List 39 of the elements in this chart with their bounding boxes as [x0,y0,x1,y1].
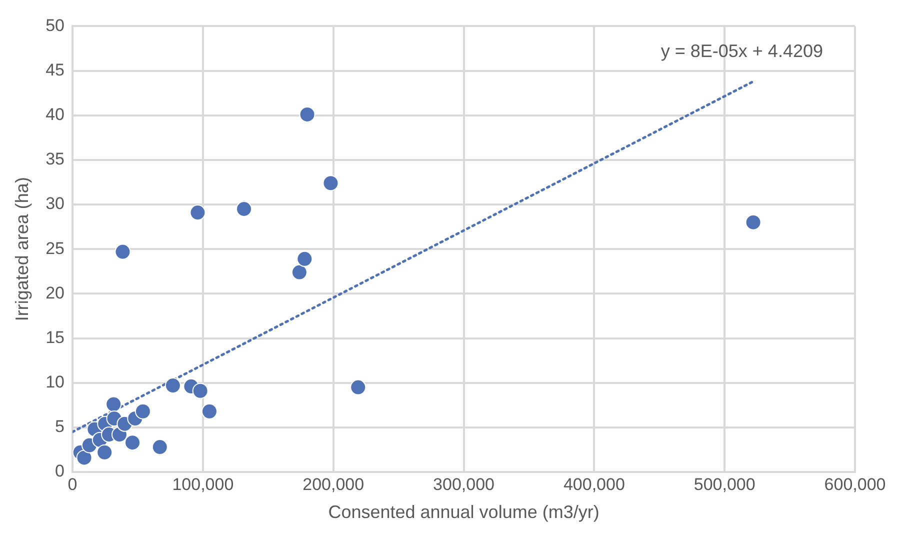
point [114,244,131,260]
point [745,214,762,230]
y-axis-title: Irrigated area (ha) [12,177,32,322]
point [134,403,151,420]
y-tick-label: 35 [46,150,65,169]
y-tick-label: 45 [46,60,65,80]
point [322,175,339,192]
x-tick-label: 0 [68,474,78,494]
point [152,439,168,456]
point [350,379,366,396]
x-tick-label: 200,000 [302,474,364,494]
x-tick-label: 500,000 [694,474,756,494]
point [299,106,316,122]
y-tick-label: 30 [46,194,65,214]
point [106,396,122,412]
x-axis-title: Consented annual volume (m3/yr) [328,502,600,522]
y-tick-label: 50 [46,16,65,35]
point [76,450,92,466]
point [192,382,208,399]
point [201,403,218,420]
x-tick-label: 300,000 [433,474,494,494]
point [236,200,252,217]
point [190,204,206,221]
x-tick-label: 100,000 [172,474,234,494]
y-tick-label: 15 [46,328,65,347]
x-tick-label: 600,000 [824,474,886,494]
y-tick-label: 25 [46,238,65,258]
point [164,378,181,394]
y-tick-label: 5 [55,417,65,436]
y-tick-label: 10 [46,372,65,392]
point [124,434,140,451]
x-tick-label: 400,000 [563,474,625,494]
y-tick-label: 40 [46,105,65,124]
point [296,250,313,267]
annotation: y = 8E-05x + 4.4209 [660,41,823,62]
y-tick-label: 20 [46,283,65,302]
point [96,444,113,460]
point [291,264,308,280]
y-tick-label: 0 [55,462,65,481]
